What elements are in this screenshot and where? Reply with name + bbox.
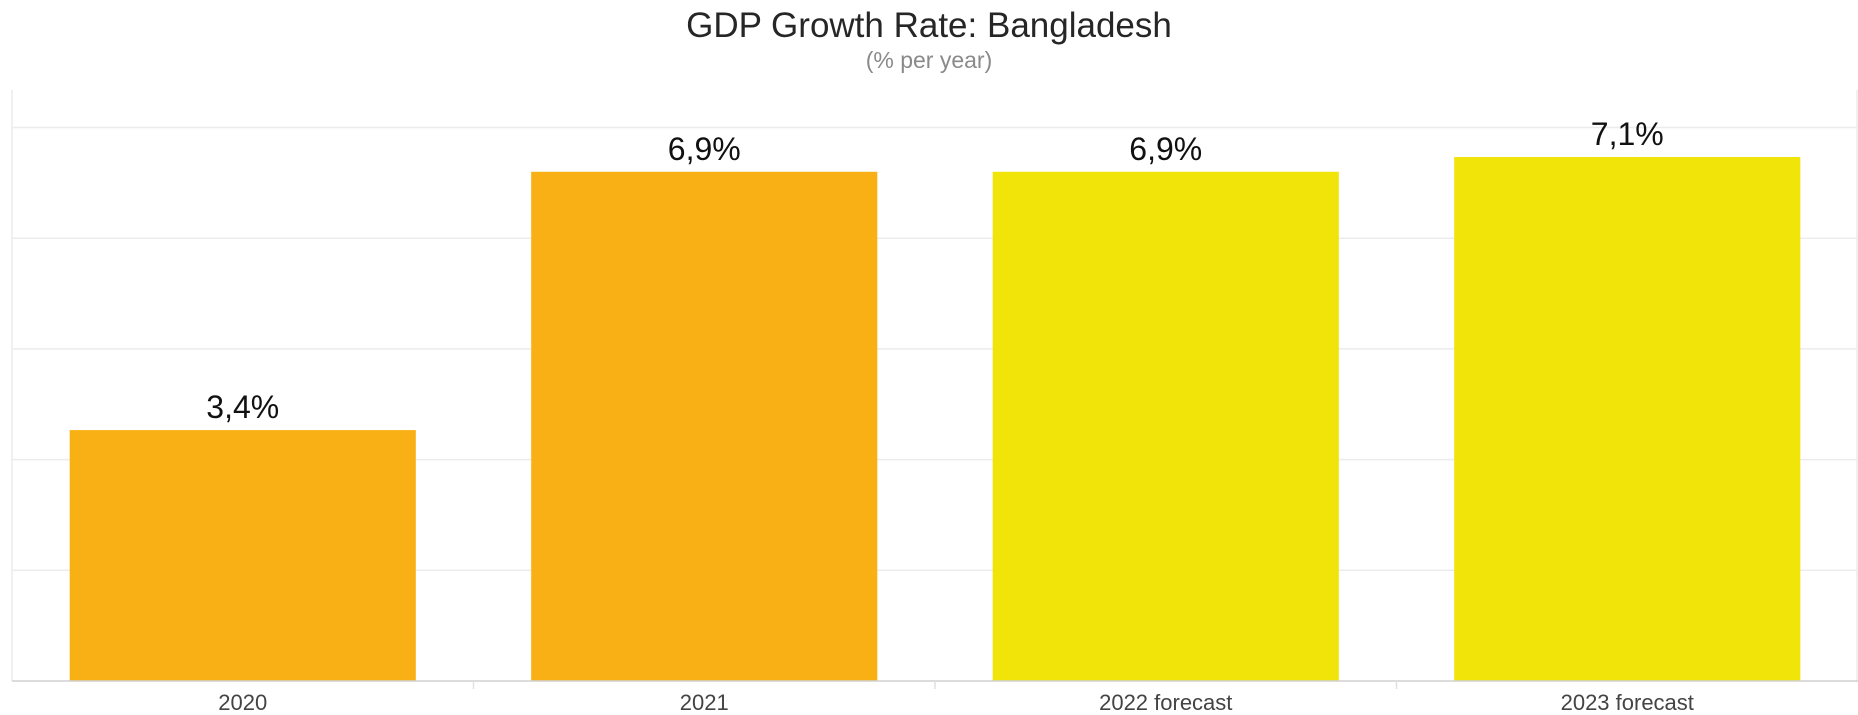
- chart-title: GDP Growth Rate: Bangladesh: [686, 6, 1172, 45]
- x-tick-label: 2023 forecast: [1561, 690, 1694, 715]
- bar-value-label: 7,1%: [1591, 116, 1664, 152]
- bar-value-label: 3,4%: [206, 389, 279, 425]
- bar-value-label: 6,9%: [1129, 131, 1202, 167]
- x-tick-label: 2022 forecast: [1099, 690, 1232, 715]
- bar-2021: [531, 171, 878, 681]
- bar-2022-forecast: [992, 171, 1339, 681]
- bar-2020: [69, 430, 416, 681]
- x-axis: 2020 2021 2022 forecast 2023 forecast: [12, 680, 1858, 715]
- bar-2023-forecast: [1454, 157, 1801, 681]
- x-tick-label: 2021: [680, 690, 729, 715]
- bar-value-labels: 3,4% 6,9% 6,9% 7,1%: [206, 116, 1663, 425]
- bar-value-label: 6,9%: [668, 131, 741, 167]
- bars: [69, 157, 1801, 681]
- chart-subtitle: (% per year): [865, 47, 993, 73]
- x-tick-label: 2020: [218, 690, 267, 715]
